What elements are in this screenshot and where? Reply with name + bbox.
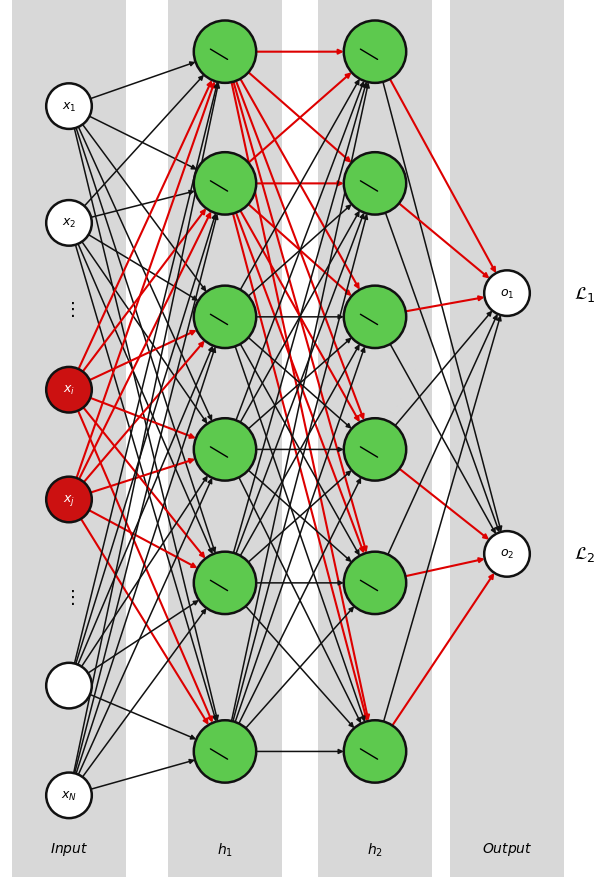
Bar: [12, 0, 126, 877]
Bar: [450, 0, 564, 877]
Ellipse shape: [194, 720, 256, 783]
Ellipse shape: [344, 286, 406, 349]
Ellipse shape: [46, 201, 92, 246]
Text: $o_1$: $o_1$: [500, 288, 514, 300]
Text: $\vdots$: $\vdots$: [63, 587, 75, 606]
Ellipse shape: [194, 552, 256, 615]
Bar: [168, 0, 282, 877]
Ellipse shape: [194, 418, 256, 481]
Ellipse shape: [344, 720, 406, 783]
Text: $Input$: $Input$: [50, 840, 88, 858]
Ellipse shape: [484, 271, 530, 317]
Text: $h_1$: $h_1$: [217, 840, 233, 858]
Ellipse shape: [194, 21, 256, 84]
Ellipse shape: [46, 663, 92, 709]
Text: $h_2$: $h_2$: [367, 840, 383, 858]
Ellipse shape: [484, 531, 530, 577]
Ellipse shape: [46, 773, 92, 818]
Ellipse shape: [344, 418, 406, 481]
Text: $x_i$: $x_i$: [63, 384, 75, 396]
Bar: [318, 0, 432, 877]
Text: $\mathcal{L}_1$: $\mathcal{L}_1$: [574, 284, 596, 303]
Ellipse shape: [344, 21, 406, 84]
Ellipse shape: [46, 367, 92, 413]
Text: $x_2$: $x_2$: [62, 217, 76, 230]
Text: $x_N$: $x_N$: [61, 789, 77, 802]
Ellipse shape: [46, 477, 92, 523]
Text: $\vdots$: $\vdots$: [63, 299, 75, 318]
Text: $x_j$: $x_j$: [63, 492, 75, 508]
Ellipse shape: [344, 153, 406, 216]
Text: $x_1$: $x_1$: [62, 101, 76, 113]
Text: $\mathcal{L}_2$: $\mathcal{L}_2$: [574, 545, 596, 564]
Ellipse shape: [344, 552, 406, 615]
Ellipse shape: [194, 153, 256, 216]
Ellipse shape: [194, 286, 256, 349]
Ellipse shape: [46, 84, 92, 130]
Text: $o_2$: $o_2$: [500, 548, 514, 560]
Text: $Output$: $Output$: [482, 840, 532, 858]
